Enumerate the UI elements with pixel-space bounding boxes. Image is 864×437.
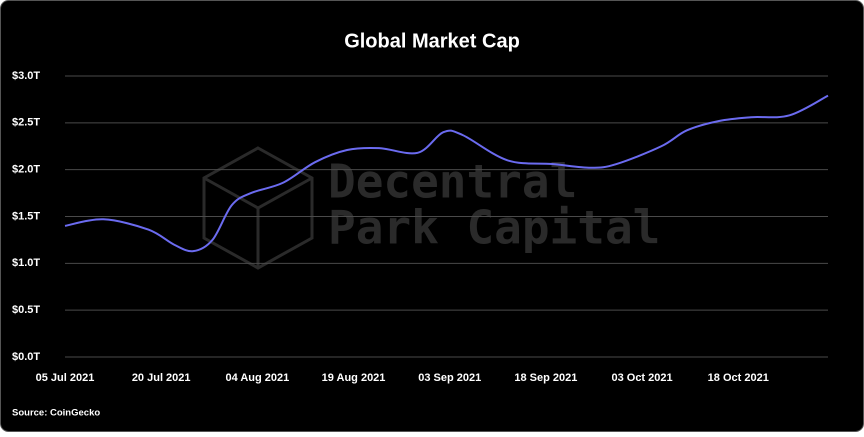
watermark-logo — [202, 146, 314, 270]
y-tick-label: $0.0T — [12, 351, 40, 363]
y-tick-label: $1.5T — [12, 210, 40, 222]
x-tick-label: 19 Aug 2021 — [322, 372, 386, 384]
x-tick-label: 03 Sep 2021 — [418, 372, 481, 384]
watermark: Park Capital — [328, 201, 660, 255]
line — [64, 94, 829, 253]
x-tick-label: 18 Oct 2021 — [708, 372, 769, 384]
y-tick-label: $0.5T — [12, 304, 40, 316]
x-tick-label: 04 Aug 2021 — [225, 372, 289, 384]
y-tick-label: $2.5T — [12, 117, 40, 129]
chart-title: Global Market Cap — [344, 30, 520, 52]
y-tick-label: $2.0T — [12, 164, 40, 176]
x-tick-label: 18 Sep 2021 — [514, 372, 577, 384]
x-tick-label: 05 Jul 2021 — [36, 372, 95, 384]
source: Source: CoinGecko — [12, 408, 100, 419]
x-tick-label: 03 Oct 2021 — [611, 372, 672, 384]
x-tick-label: 20 Jul 2021 — [132, 372, 191, 384]
y-tick-label: $3.0T — [12, 70, 40, 82]
y-tick-label: $1.0T — [12, 257, 40, 269]
